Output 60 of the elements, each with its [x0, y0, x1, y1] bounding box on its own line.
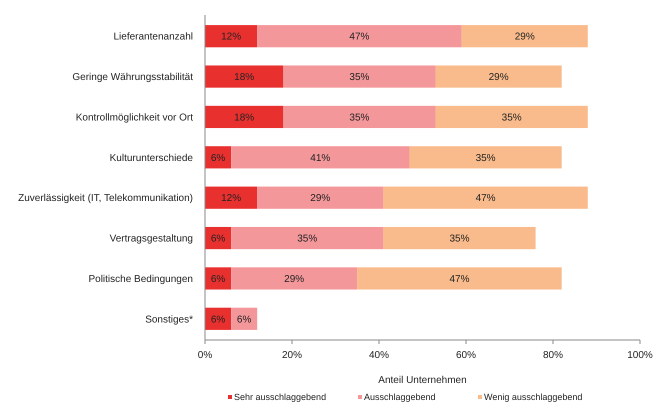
y-tick-label: Lieferantenanzahl	[113, 32, 193, 43]
bar	[205, 65, 284, 88]
x-axis-title: Anteil Unternehmen	[378, 375, 467, 386]
data-label: 47%	[349, 32, 370, 43]
y-tick-label: Kontrollmöglichkeit vor Ort	[76, 112, 194, 124]
legend-label: Ausschlaggebend	[364, 392, 436, 402]
y-tick-label: Kulturunterschiede	[110, 152, 194, 164]
y-tick-label: Vertragsgestaltung	[110, 234, 193, 245]
data-label: 18%	[234, 112, 254, 124]
y-tick-label: Politische Bedingungen	[88, 274, 193, 285]
data-label: 18%	[234, 72, 254, 84]
bar	[257, 25, 462, 48]
legend-label: Sehr ausschlaggebend	[234, 392, 326, 402]
bar	[283, 106, 436, 128]
data-label: 6%	[210, 234, 226, 245]
data-label: 35%	[476, 152, 496, 164]
bar	[462, 25, 588, 48]
data-label: 47%	[476, 193, 496, 204]
bar	[283, 65, 436, 88]
bar	[205, 25, 258, 48]
data-label: 35%	[449, 234, 470, 245]
data-label: 6%	[210, 152, 226, 164]
bar	[257, 186, 384, 209]
bar	[205, 186, 258, 209]
legend-label: Wenig ausschlaggebend	[484, 392, 582, 402]
data-label: 41%	[310, 152, 330, 164]
bar	[436, 65, 562, 88]
data-label: 29%	[284, 274, 304, 285]
data-label: 35%	[502, 112, 522, 124]
x-tick-label: 80%	[542, 350, 564, 361]
x-tick-label: 40%	[368, 350, 390, 361]
data-label: 12%	[221, 32, 242, 43]
bar	[357, 267, 562, 290]
bar	[205, 106, 284, 128]
bar	[409, 146, 562, 168]
data-label: 35%	[297, 234, 318, 245]
data-label: 35%	[349, 72, 370, 84]
bar	[383, 226, 536, 250]
data-label: 47%	[449, 274, 470, 285]
data-label: 29%	[488, 72, 509, 84]
bar	[383, 186, 588, 209]
x-tick-label: 0%	[198, 350, 212, 361]
data-label: 12%	[221, 193, 242, 204]
data-label: 6%	[236, 314, 252, 326]
bar	[436, 106, 588, 128]
bar	[231, 146, 410, 168]
bar	[231, 267, 358, 290]
data-label: 6%	[210, 314, 226, 326]
y-tick-label: Zuverlässigkeit (IT, Telekommunikation)	[18, 193, 193, 204]
x-tick-label: 20%	[282, 350, 302, 361]
y-tick-label: Sonstiges*	[145, 314, 194, 326]
data-label: 35%	[349, 112, 370, 124]
bar	[231, 226, 384, 250]
data-label: 6%	[210, 274, 226, 285]
x-tick-label: 60%	[456, 350, 476, 361]
y-tick-label: Geringe Währungsstabilität	[72, 72, 194, 84]
x-tick-label: 100%	[627, 350, 653, 361]
bar	[231, 308, 258, 330]
data-label: 29%	[514, 32, 535, 43]
data-label: 29%	[310, 193, 330, 204]
